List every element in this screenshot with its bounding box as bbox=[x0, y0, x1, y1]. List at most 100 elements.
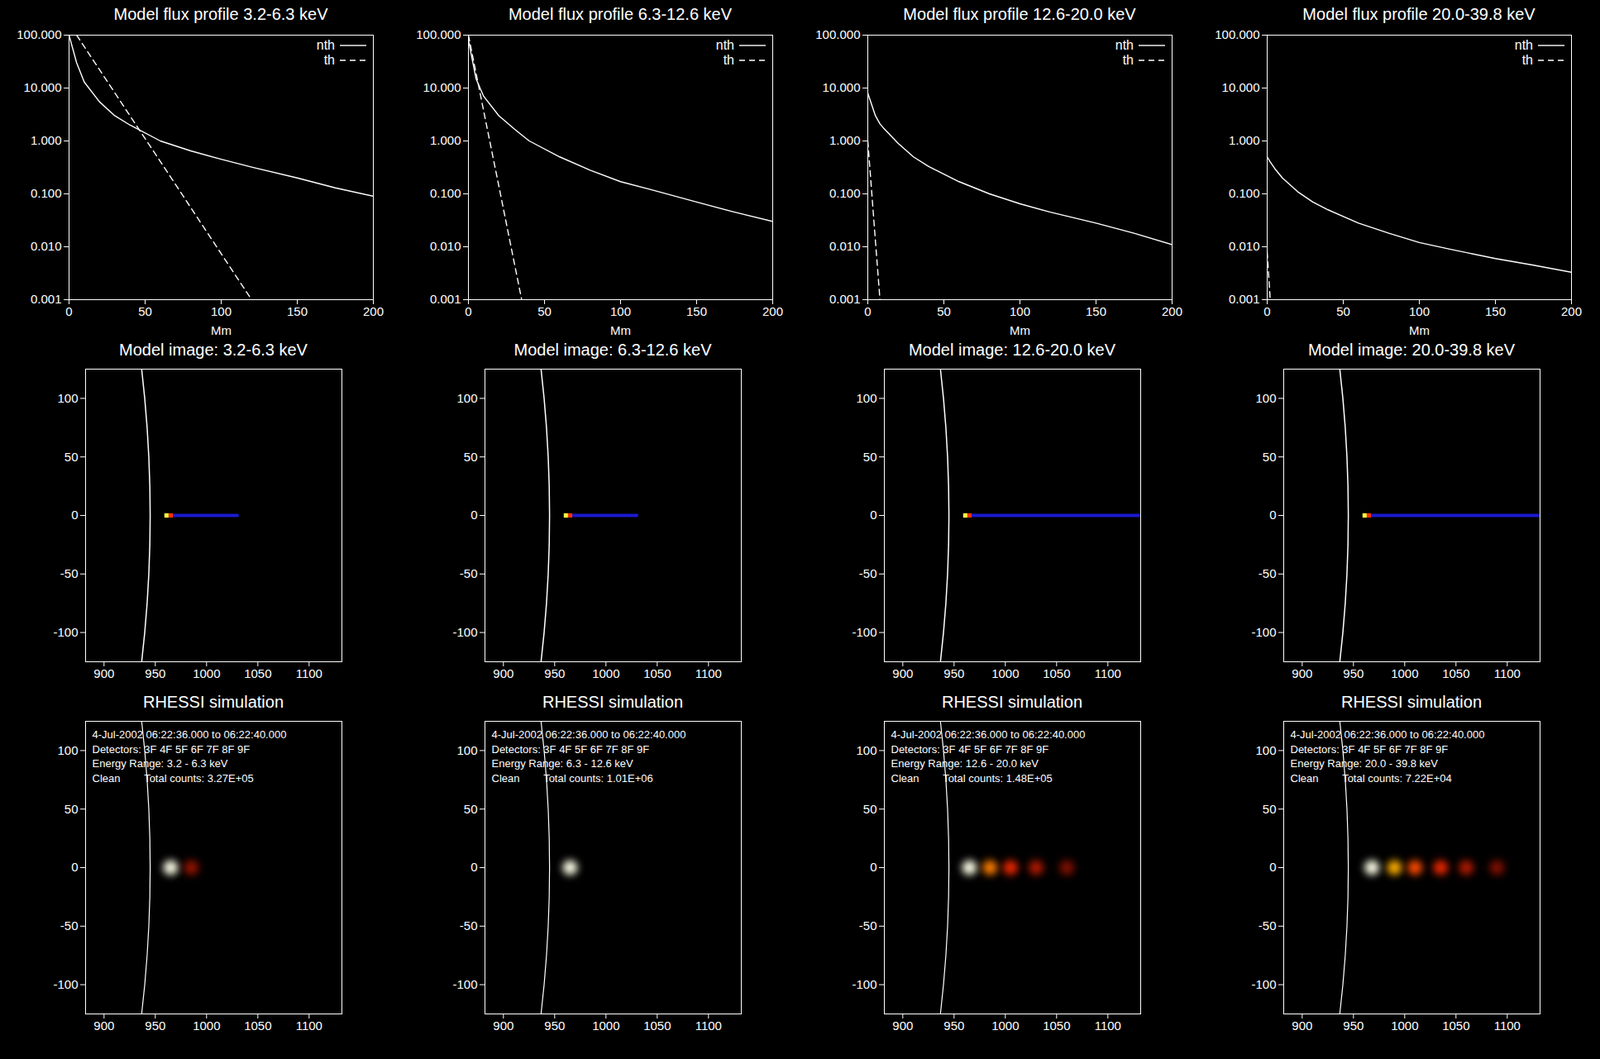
svg-text:100.000: 100.000 bbox=[815, 27, 860, 42]
svg-text:950: 950 bbox=[1342, 666, 1364, 681]
svg-text:900: 900 bbox=[1291, 1018, 1313, 1033]
svg-text:1.000: 1.000 bbox=[429, 133, 462, 148]
svg-text:100.000: 100.000 bbox=[1214, 27, 1260, 42]
svg-text:1050: 1050 bbox=[1442, 1018, 1470, 1033]
svg-text:50: 50 bbox=[138, 304, 153, 319]
svg-text:0: 0 bbox=[470, 859, 478, 875]
svg-text:1000: 1000 bbox=[1390, 666, 1419, 681]
svg-text:1000: 1000 bbox=[1390, 1018, 1419, 1033]
svg-text:Mm: Mm bbox=[1009, 323, 1031, 338]
svg-text:50: 50 bbox=[64, 802, 79, 817]
svg-text:1000: 1000 bbox=[991, 666, 1019, 681]
svg-text:1050: 1050 bbox=[243, 1018, 272, 1033]
svg-text:100: 100 bbox=[456, 743, 478, 758]
svg-text:1.000: 1.000 bbox=[30, 133, 63, 148]
svg-text:0: 0 bbox=[1269, 859, 1276, 875]
svg-text:10.000: 10.000 bbox=[822, 80, 861, 95]
svg-text:50: 50 bbox=[463, 449, 478, 464]
svg-text:1050: 1050 bbox=[1442, 666, 1470, 681]
svg-text:-50: -50 bbox=[859, 918, 878, 933]
svg-text:50: 50 bbox=[863, 449, 878, 464]
svg-text:950: 950 bbox=[1342, 1018, 1364, 1033]
svg-text:200: 200 bbox=[362, 304, 384, 319]
svg-text:4-Jul-2002 06:22:36.000 to 06:: 4-Jul-2002 06:22:36.000 to 06:22:40.000D… bbox=[491, 728, 687, 785]
svg-text:1050: 1050 bbox=[243, 666, 272, 681]
svg-text:100: 100 bbox=[1255, 391, 1276, 406]
svg-text:100: 100 bbox=[855, 391, 877, 406]
svg-text:100.000: 100.000 bbox=[415, 27, 461, 42]
svg-text:950: 950 bbox=[144, 1018, 166, 1033]
svg-text:50: 50 bbox=[1262, 449, 1277, 464]
svg-text:0: 0 bbox=[1263, 304, 1271, 319]
svg-text:50: 50 bbox=[936, 304, 951, 319]
svg-text:950: 950 bbox=[144, 666, 166, 681]
svg-text:150: 150 bbox=[1085, 304, 1107, 319]
svg-text:0.100: 0.100 bbox=[429, 186, 462, 201]
svg-text:4-Jul-2002 06:22:36.000 to 06:: 4-Jul-2002 06:22:36.000 to 06:22:40.000D… bbox=[1290, 728, 1486, 785]
svg-text:900: 900 bbox=[93, 1018, 115, 1033]
svg-text:1100: 1100 bbox=[1494, 666, 1521, 681]
svg-text:-100: -100 bbox=[452, 625, 478, 640]
svg-text:100: 100 bbox=[1255, 743, 1276, 758]
svg-text:150: 150 bbox=[1485, 304, 1506, 319]
svg-text:-50: -50 bbox=[60, 918, 79, 933]
svg-text:900: 900 bbox=[892, 1018, 913, 1033]
svg-text:-50: -50 bbox=[459, 918, 478, 933]
svg-text:-50: -50 bbox=[859, 566, 878, 581]
svg-text:1050: 1050 bbox=[1042, 666, 1070, 681]
svg-text:-100: -100 bbox=[851, 977, 877, 992]
svg-text:950: 950 bbox=[943, 1018, 965, 1033]
svg-text:10.000: 10.000 bbox=[423, 80, 462, 95]
svg-text:0: 0 bbox=[869, 859, 877, 875]
svg-text:-100: -100 bbox=[1251, 625, 1276, 640]
svg-text:200: 200 bbox=[762, 304, 784, 319]
svg-text:-100: -100 bbox=[1251, 977, 1276, 992]
svg-text:50: 50 bbox=[1336, 304, 1351, 319]
svg-text:1000: 1000 bbox=[991, 1018, 1019, 1033]
svg-text:0.001: 0.001 bbox=[429, 291, 462, 306]
svg-text:1050: 1050 bbox=[1042, 1018, 1070, 1033]
svg-text:1000: 1000 bbox=[592, 1018, 620, 1033]
svg-text:-50: -50 bbox=[1258, 566, 1277, 581]
svg-text:100: 100 bbox=[57, 743, 78, 758]
svg-text:1000: 1000 bbox=[592, 666, 620, 681]
svg-text:100.000: 100.000 bbox=[16, 27, 62, 42]
svg-text:0: 0 bbox=[71, 507, 78, 522]
svg-text:1100: 1100 bbox=[1494, 1018, 1521, 1033]
svg-text:-100: -100 bbox=[851, 625, 877, 640]
svg-text:1000: 1000 bbox=[192, 666, 220, 681]
svg-text:50: 50 bbox=[64, 449, 79, 464]
svg-text:1000: 1000 bbox=[192, 1018, 220, 1033]
svg-text:1100: 1100 bbox=[1094, 666, 1122, 681]
svg-text:100: 100 bbox=[1408, 304, 1430, 319]
svg-text:900: 900 bbox=[892, 666, 913, 681]
svg-text:0.010: 0.010 bbox=[829, 238, 861, 254]
svg-text:-100: -100 bbox=[452, 977, 478, 992]
svg-text:1050: 1050 bbox=[643, 666, 671, 681]
svg-text:950: 950 bbox=[544, 666, 565, 681]
svg-text:0: 0 bbox=[464, 304, 472, 319]
svg-text:0.100: 0.100 bbox=[30, 186, 63, 201]
svg-text:0.100: 0.100 bbox=[1228, 186, 1261, 201]
svg-text:Mm: Mm bbox=[1408, 323, 1430, 338]
svg-text:0.010: 0.010 bbox=[429, 238, 462, 254]
svg-text:0.100: 0.100 bbox=[829, 186, 861, 201]
svg-text:0.001: 0.001 bbox=[1228, 291, 1261, 306]
svg-text:100: 100 bbox=[210, 304, 232, 319]
svg-text:Mm: Mm bbox=[210, 323, 232, 338]
svg-text:1100: 1100 bbox=[296, 1018, 323, 1033]
svg-text:100: 100 bbox=[1009, 304, 1031, 319]
svg-text:1100: 1100 bbox=[695, 1018, 722, 1033]
svg-text:50: 50 bbox=[863, 802, 878, 817]
svg-text:4-Jul-2002 06:22:36.000 to 06:: 4-Jul-2002 06:22:36.000 to 06:22:40.000D… bbox=[92, 728, 287, 785]
svg-text:900: 900 bbox=[492, 1018, 514, 1033]
svg-text:Mm: Mm bbox=[610, 323, 631, 338]
svg-text:10.000: 10.000 bbox=[1222, 80, 1261, 95]
svg-text:150: 150 bbox=[686, 304, 707, 319]
svg-text:950: 950 bbox=[544, 1018, 565, 1033]
svg-text:10.000: 10.000 bbox=[23, 80, 63, 95]
svg-text:1.000: 1.000 bbox=[1228, 133, 1261, 148]
svg-text:950: 950 bbox=[943, 666, 965, 681]
svg-text:0: 0 bbox=[864, 304, 871, 319]
svg-text:1.000: 1.000 bbox=[829, 133, 861, 148]
